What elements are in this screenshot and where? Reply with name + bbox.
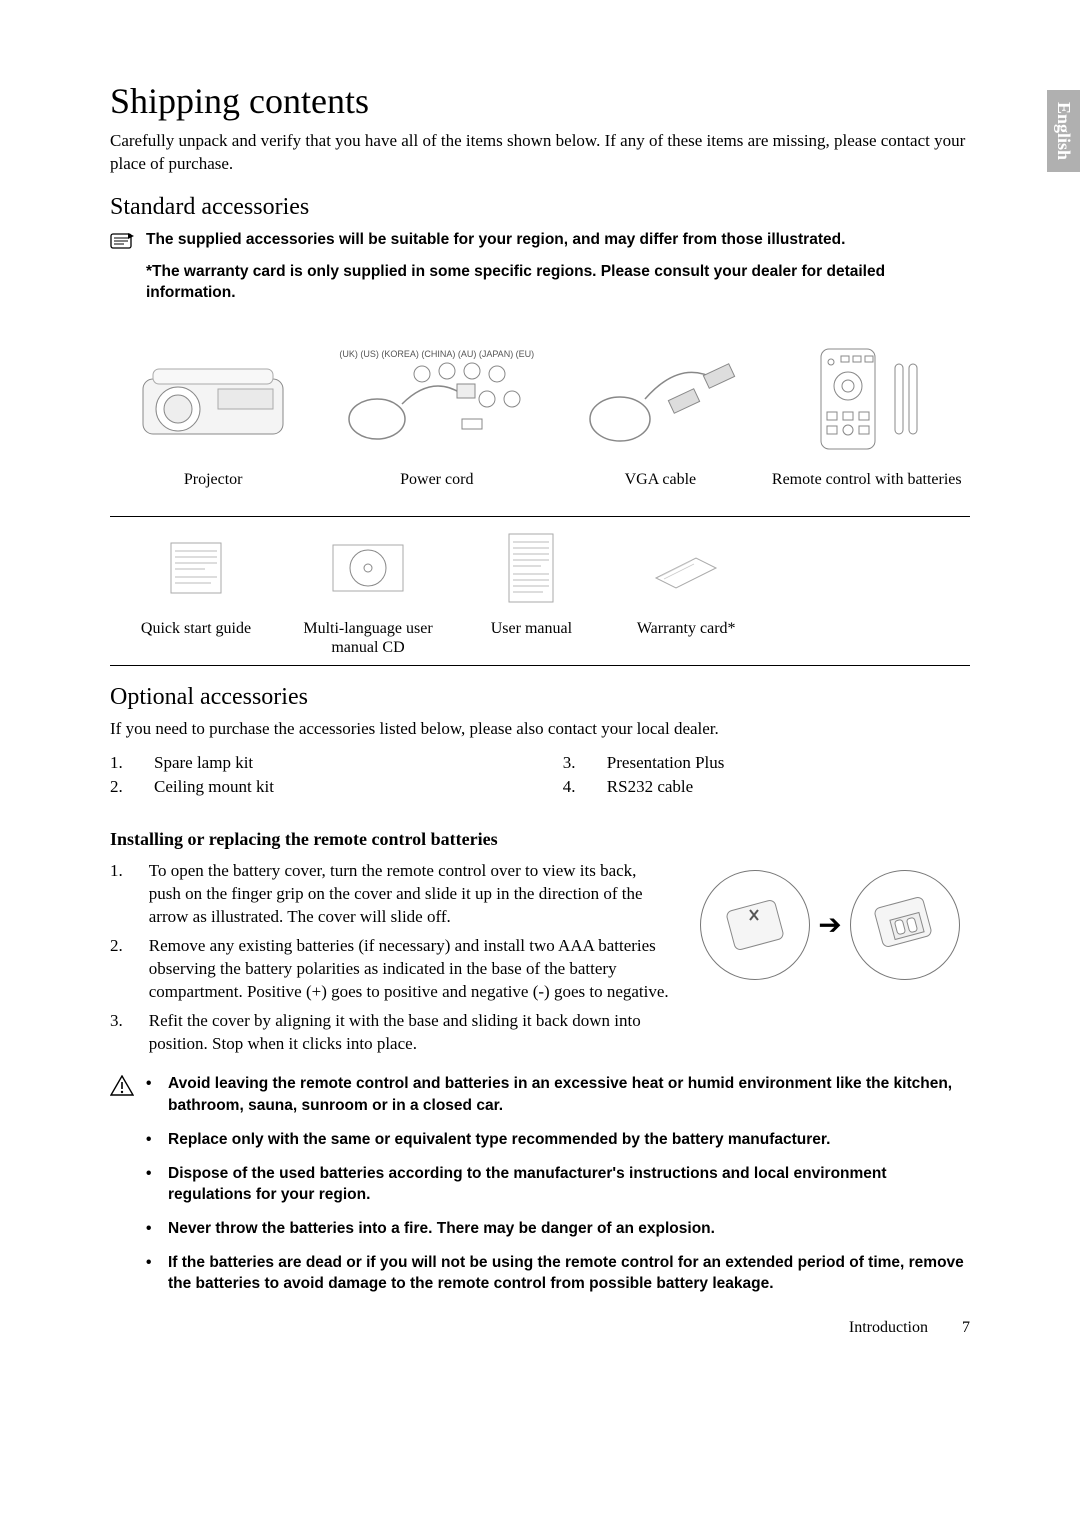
cd-caption: Multi-language user manual CD: [282, 619, 454, 659]
intro-text: Carefully unpack and verify that you hav…: [110, 130, 970, 176]
accessory-grid: Projector (UK) (US) (KOREA) (CHINA) (AU)…: [110, 334, 970, 666]
cd-image: [282, 523, 454, 613]
quickstart-caption: Quick start guide: [141, 619, 251, 659]
standard-accessories-heading: Standard accessories: [110, 194, 970, 221]
remote-caption: Remote control with batteries: [772, 470, 962, 510]
plug-labels: (UK) (US) (KOREA) (CHINA) (AU) (JAPAN) (…: [339, 349, 534, 359]
projector-caption: Projector: [184, 470, 243, 510]
quickstart-image: [110, 523, 282, 613]
opt-item: 3.Presentation Plus: [563, 753, 976, 773]
warranty-image: [609, 523, 764, 613]
battery-step: 2.Remove any existing batteries (if nece…: [110, 935, 672, 1004]
warning-item: •Never throw the batteries into a fire. …: [146, 1218, 970, 1240]
battery-heading: Installing or replacing the remote contr…: [110, 829, 970, 850]
power-cord-image: (UK) (US) (KOREA) (CHINA) (AU) (JAPAN) (…: [316, 334, 557, 464]
note-icon: [110, 231, 138, 256]
projector-image: [110, 334, 316, 464]
warranty-caption: Warranty card*: [637, 619, 736, 659]
opt-item: 2.Ceiling mount kit: [110, 777, 523, 797]
vga-caption: VGA cable: [625, 470, 697, 510]
note-line-2: *The warranty card is only supplied in s…: [146, 261, 970, 304]
remote-image: [764, 334, 970, 464]
empty-cell: [764, 523, 970, 613]
optional-intro: If you need to purchase the accessories …: [110, 719, 970, 739]
battery-diagram: ➔: [690, 860, 970, 990]
footer-section: Introduction: [849, 1319, 928, 1336]
warning-icon: [110, 1075, 138, 1102]
warning-item: •Avoid leaving the remote control and ba…: [146, 1073, 970, 1116]
warning-item: •Replace only with the same or equivalen…: [146, 1129, 970, 1151]
manual-image: [454, 523, 609, 613]
optional-list: 1.Spare lamp kit 2.Ceiling mount kit 3.P…: [110, 753, 970, 801]
arrow-icon: ➔: [818, 908, 841, 942]
language-tab: English: [1047, 90, 1080, 172]
opt-item: 1.Spare lamp kit: [110, 753, 523, 773]
note-block: The supplied accessories will be suitabl…: [110, 229, 970, 314]
manual-caption: User manual: [491, 619, 572, 659]
note-line-1: The supplied accessories will be suitabl…: [146, 229, 970, 251]
battery-step: 1.To open the battery cover, turn the re…: [110, 860, 672, 929]
warning-item: •Dispose of the used batteries according…: [146, 1163, 970, 1206]
page-title: Shipping contents: [110, 80, 970, 122]
opt-item: 4.RS232 cable: [563, 777, 976, 797]
warning-list: •Avoid leaving the remote control and ba…: [146, 1073, 970, 1307]
warning-item: •If the batteries are dead or if you wil…: [146, 1252, 970, 1295]
footer-page-number: 7: [962, 1319, 970, 1336]
vga-cable-image: [557, 334, 763, 464]
optional-accessories-heading: Optional accessories: [110, 684, 970, 711]
page-footer: Introduction 7: [849, 1319, 970, 1337]
battery-steps: 1.To open the battery cover, turn the re…: [110, 860, 672, 1062]
power-cord-caption: Power cord: [400, 470, 473, 510]
battery-step: 3.Refit the cover by aligning it with th…: [110, 1010, 672, 1056]
